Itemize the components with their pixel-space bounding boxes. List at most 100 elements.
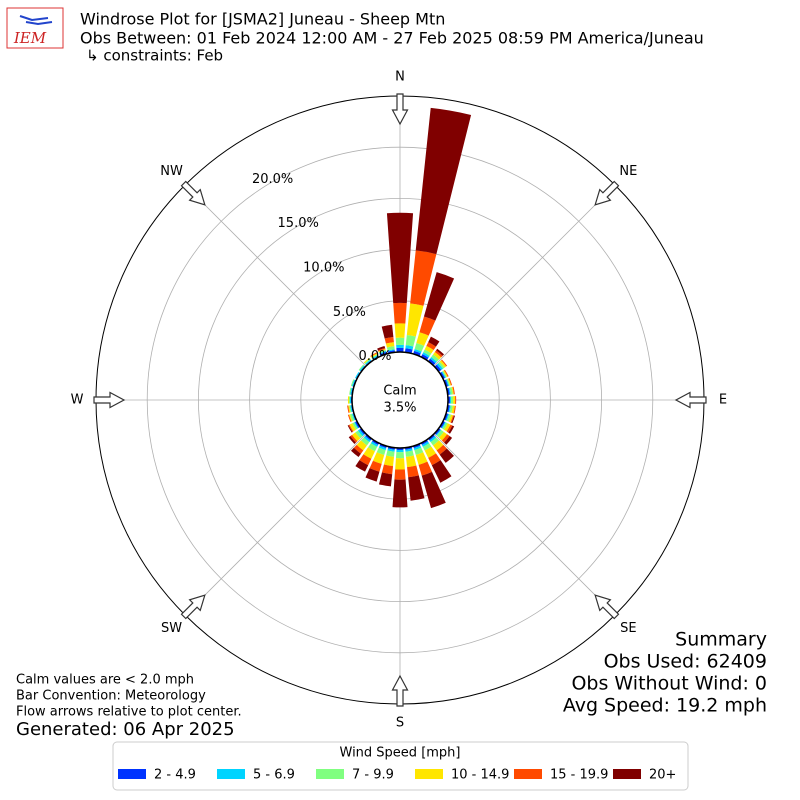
bar-segment — [423, 349, 432, 356]
bar-segment — [436, 348, 445, 356]
bar-segment — [439, 360, 447, 368]
bar-segment — [351, 413, 356, 421]
legend-label: 2 - 4.9 — [154, 768, 196, 783]
bar-segment — [413, 445, 422, 451]
legend-label: 5 - 6.9 — [253, 768, 295, 783]
bar-segment — [378, 445, 387, 451]
legend-label: 15 - 19.9 — [550, 768, 608, 783]
bar-segment — [422, 443, 432, 451]
bar-segment — [349, 413, 355, 422]
bar-segment — [428, 336, 440, 347]
bar-segment — [436, 363, 443, 370]
bar-segment — [376, 447, 386, 455]
logo-text: IEM — [13, 29, 47, 47]
bar-segment — [441, 359, 448, 367]
bar-segment — [436, 429, 442, 436]
bar-segment — [363, 447, 375, 459]
bar-segment — [450, 415, 455, 423]
direction-label: NE — [619, 164, 637, 179]
bar-segment — [431, 354, 440, 362]
bar-segment — [451, 386, 454, 395]
bar-segment — [370, 441, 379, 447]
bar-segment — [422, 352, 430, 358]
bar-segment — [445, 413, 450, 421]
bar-segment — [444, 369, 449, 377]
bar-segment — [350, 387, 353, 395]
bar-segment — [372, 452, 385, 464]
bar-segment — [355, 372, 360, 379]
bar-segment — [405, 334, 416, 347]
bar-segment — [406, 303, 424, 337]
bar-segment — [428, 453, 441, 466]
bar-segment — [359, 428, 366, 435]
flow-arrow — [180, 180, 206, 206]
grid-spoke — [184, 184, 367, 367]
bar-segment — [363, 436, 371, 443]
bar-segment — [347, 405, 350, 413]
bar-segment — [421, 471, 446, 509]
bar-segment — [449, 405, 453, 413]
bar-segment — [378, 348, 386, 353]
legend-box — [112, 741, 689, 791]
bar-segment — [370, 352, 378, 357]
bar-segment — [448, 414, 454, 423]
direction-label: W — [71, 393, 84, 408]
bar-segment — [452, 396, 456, 404]
flow-arrow — [93, 391, 126, 409]
bar-segment — [358, 364, 364, 371]
bar-segment — [441, 371, 446, 379]
bar-segment — [360, 437, 370, 446]
bar-segment — [439, 448, 454, 463]
bar-segment — [349, 387, 352, 395]
constraints: ↳ constraints: Feb — [86, 47, 223, 65]
bar-segment — [426, 342, 437, 351]
bar-segment — [443, 370, 448, 378]
bar-segment — [394, 469, 406, 480]
radial-tick-label: 0.0% — [358, 349, 391, 364]
logo: IEM — [6, 7, 64, 49]
bar-segment — [348, 424, 354, 432]
bar-segment — [395, 458, 405, 470]
bar-segment — [363, 357, 370, 364]
radial-tick-label: 5.0% — [333, 305, 366, 320]
summary: Obs Without Wind: 0 — [571, 673, 767, 695]
bar-segment — [394, 323, 406, 338]
flow-arrow — [391, 93, 409, 126]
bar-segment — [369, 460, 382, 472]
legend-swatch — [514, 769, 542, 779]
flow-arrow — [391, 674, 409, 707]
bar-segment — [386, 212, 414, 304]
bar-segment — [421, 354, 429, 361]
bar-segment — [415, 452, 428, 465]
bar-segment — [430, 357, 437, 364]
bar-segment — [414, 343, 425, 352]
bar-segment — [349, 405, 352, 413]
bar-segment — [396, 347, 404, 353]
flow-arrow — [180, 594, 206, 620]
bar-segment — [439, 372, 445, 379]
radial-tick-label: 10.0% — [303, 261, 344, 276]
bar-segment — [377, 347, 386, 352]
bar-segment — [421, 441, 430, 447]
bar-segment — [407, 465, 419, 478]
legend-title: Wind Speed [mph] — [340, 746, 461, 761]
bar-segment — [347, 425, 353, 433]
bar-segment — [351, 379, 356, 387]
bar-segment — [396, 449, 404, 453]
bar-segment — [414, 447, 424, 455]
bar-segment — [451, 405, 455, 414]
legend-swatch — [217, 769, 245, 779]
bar-segment — [348, 436, 356, 445]
bar-segment — [410, 250, 437, 306]
bar-segment — [359, 454, 372, 466]
bar-segment — [372, 439, 379, 445]
direction-label: NW — [160, 164, 183, 179]
bar-segment — [448, 405, 451, 413]
bar-segment — [364, 358, 371, 364]
legend-label: 7 - 9.9 — [352, 768, 394, 783]
radial-tick-label: 15.0% — [278, 216, 319, 231]
bar-segment — [446, 378, 451, 386]
bar-segment — [428, 434, 435, 441]
direction-label: E — [719, 393, 727, 408]
bar-segment — [349, 396, 352, 404]
